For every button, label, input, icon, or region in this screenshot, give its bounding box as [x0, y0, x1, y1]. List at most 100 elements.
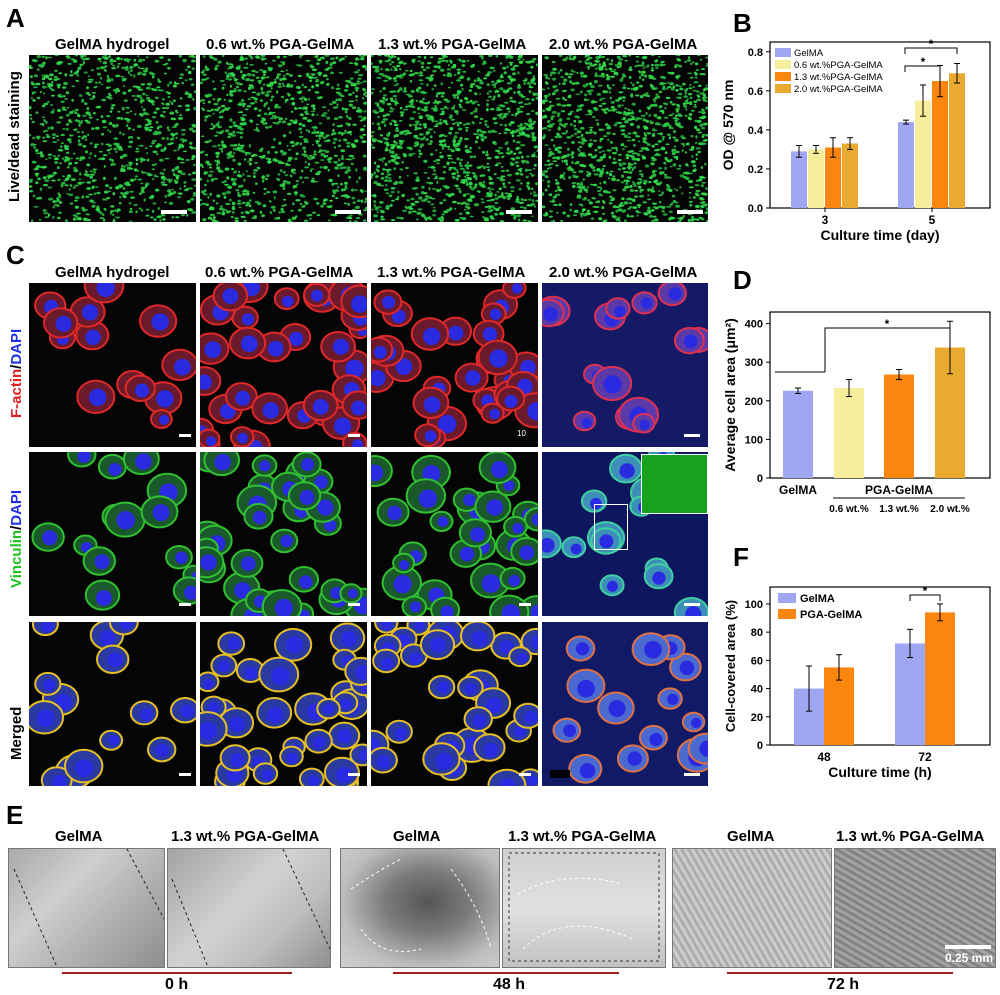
chart-b-legend-swatch — [775, 72, 791, 81]
chart-b-bar — [898, 122, 914, 208]
chart-b-legend-swatch — [775, 60, 791, 69]
header-e-pga-0: 1.3 wt.% PGA-GelMA — [171, 828, 320, 845]
chart-b-xtick-label: 5 — [929, 213, 936, 227]
factin-image-13: 10 — [371, 283, 538, 447]
row-label-factin: F-actin/DAPI — [8, 328, 25, 418]
panel-label-d: D — [733, 265, 752, 295]
inset-zoom-image — [641, 454, 708, 514]
chart-f-ytick-label: 100 — [745, 599, 763, 611]
header-a-06: 0.6 wt.% PGA-GelMA — [206, 36, 355, 53]
chart-d-xtick-label: 1.3 wt.% — [879, 504, 919, 515]
chart-f-legend-swatch — [778, 593, 796, 603]
chart-d-group-label: PGA-GelMA — [865, 483, 933, 497]
chart-b-xlabel: Culture time (day) — [820, 227, 939, 243]
scratch-image-pga-48h — [502, 848, 666, 968]
panel-label-c: C — [6, 240, 25, 270]
chart-b-ytick-label: 0.4 — [748, 125, 764, 137]
chart-f-bar — [895, 643, 925, 745]
header-c-20: 2.0 wt.% PGA-GelMA — [549, 264, 698, 281]
chart-f-legend-label: GelMA — [800, 593, 835, 605]
chart-f-legend-label: PGA-GelMA — [800, 609, 862, 621]
chart-d-ytick-label: 300 — [745, 357, 763, 369]
chart-d-xtick-label: 2.0 wt.% — [930, 504, 970, 515]
vinculin-image-13 — [371, 452, 538, 616]
panel-label-a: A — [6, 3, 25, 33]
chart-b-ytick-label: 0.8 — [748, 47, 763, 59]
chart-f-sig-bracket — [909, 594, 941, 601]
scale-label-e: 0.25 mm — [944, 951, 993, 965]
chart-b-bar — [932, 81, 948, 208]
chart-d-xtick-label: 0.6 wt.% — [829, 504, 869, 515]
chart-b-ytick-label: 0.2 — [748, 164, 763, 176]
chart-b-bar — [915, 100, 931, 208]
chart-d-frame — [769, 311, 991, 479]
chart-b-ylabel: OD @ 570 nm — [720, 80, 736, 171]
live-dead-image-20 — [542, 55, 708, 222]
chart-b-ytick-label: 0.0 — [748, 203, 763, 215]
time-label-72h: 72 h — [827, 976, 860, 993]
chart-f-ytick-label: 0 — [757, 740, 763, 752]
header-e-gelma-72: GelMA — [727, 828, 775, 845]
live-dead-image-13 — [371, 55, 538, 222]
chart-b-legend-label: 0.6 wt.%PGA-GelMA — [794, 60, 883, 71]
scratch-image-gelma-72h — [672, 848, 832, 968]
time-label-48h: 48 h — [493, 976, 526, 993]
panel-label-f: F — [733, 542, 749, 572]
chart-f-ytick-label: 20 — [751, 712, 763, 724]
chart-d: 0 100 200 300 400 GelMA PGA-GelMA 0.6 wt.% 1.3 w… — [722, 311, 991, 515]
chart-d-ylabel: Average cell area (μm²) — [722, 318, 738, 472]
chart-b-sig-bracket — [904, 47, 958, 54]
chart-f-bar — [925, 612, 955, 745]
chart-b-legend-label: 2.0 wt.%PGA-GelMA — [794, 84, 883, 95]
zoom-box — [594, 504, 628, 550]
vinculin-image-gelma — [29, 452, 196, 616]
chart-b-sig-bracket — [904, 65, 941, 72]
chart-b-legend-swatch — [775, 48, 791, 57]
panel-label-b: B — [733, 8, 752, 38]
chart-f-xtick-label: 72 — [918, 750, 932, 764]
row-label-live-dead: Live/dead staining — [6, 71, 23, 202]
chart-d-ytick-label: 0 — [757, 473, 763, 485]
underline-0h — [62, 972, 292, 974]
header-e-pga-72: 1.3 wt.% PGA-GelMA — [836, 828, 985, 845]
chart-b-legend-label: GelMA — [794, 48, 824, 59]
scale-10-label: 10 — [517, 429, 526, 438]
chart-d-bar — [783, 390, 813, 478]
chart-d-sig-mark: * — [885, 317, 890, 331]
chart-f-legend-swatch — [778, 609, 796, 619]
chart-b-sig-mark: * — [921, 55, 926, 69]
header-c-gelma: GelMA hydrogel — [55, 264, 170, 281]
chart-b-bar — [808, 149, 824, 208]
chart-f-ytick-label: 60 — [751, 655, 763, 667]
chart-b-xtick-label: 3 — [822, 213, 829, 227]
chart-f-xlabel: Culture time (h) — [828, 764, 931, 780]
chart-f-xtick-label: 48 — [817, 750, 831, 764]
header-a-gelma: GelMA hydrogel — [55, 36, 170, 53]
chart-b-frame — [769, 41, 991, 209]
chart-f-ytick-label: 80 — [751, 627, 763, 639]
chart-b-bar — [949, 73, 965, 208]
chart-d-bar — [884, 374, 914, 478]
chart-b-sig-mark: * — [929, 37, 934, 51]
header-a-20: 2.0 wt.% PGA-GelMA — [549, 36, 698, 53]
live-dead-image-06 — [200, 55, 367, 222]
chart-b-legend-swatch — [775, 84, 791, 93]
chart-b-ytick-label: 0.6 — [748, 86, 763, 98]
time-label-0h: 0 h — [165, 976, 189, 993]
header-c-06: 0.6 wt.% PGA-GelMA — [205, 264, 354, 281]
scratch-image-pga-72h: 0.25 mm — [834, 848, 996, 968]
row-label-merged: Merged — [8, 706, 25, 760]
row-label-vinculin: Vinculin/DAPI — [8, 489, 25, 588]
scratch-image-gelma-48h — [340, 848, 500, 968]
chart-f-ylabel: Cell-covered area (%) — [723, 600, 738, 732]
chart-b-bar — [791, 151, 807, 208]
scratch-image-gelma-0h — [8, 848, 165, 968]
live-dead-image-gelma — [29, 55, 196, 222]
merged-image-20 — [542, 622, 708, 786]
chart-d-xtick-label: GelMA — [779, 483, 817, 497]
underline-48h — [393, 972, 619, 974]
merged-image-13 — [371, 622, 538, 786]
header-c-13: 1.3 wt.% PGA-GelMA — [377, 264, 526, 281]
